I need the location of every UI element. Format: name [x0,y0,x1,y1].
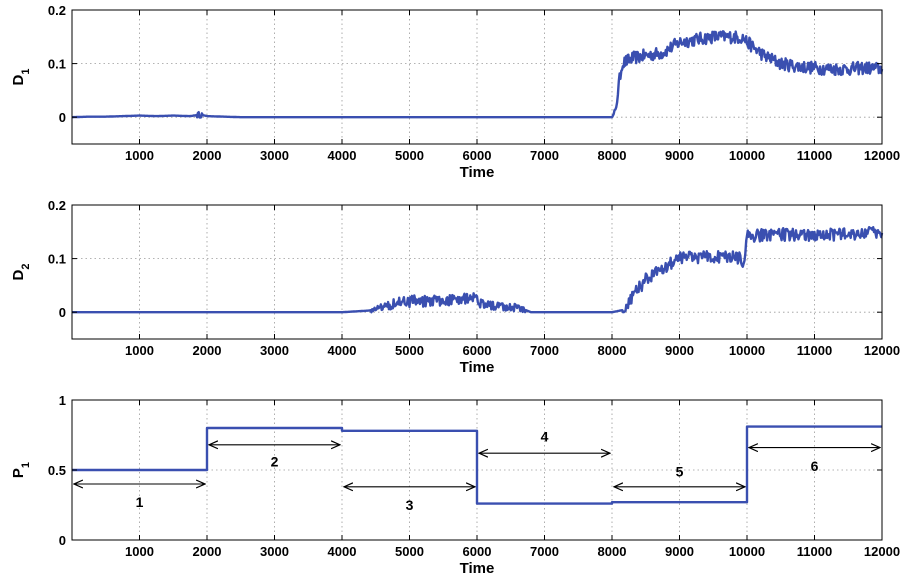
x-tick-label: 9000 [665,544,694,559]
x-tick-label: 5000 [395,343,424,358]
x-axis-label: Time [460,164,495,181]
x-tick-label: 4000 [328,148,357,163]
y-axis-label-subscript: 1 [20,69,32,75]
x-tick-label: 1000 [125,148,154,163]
segment-label: 3 [406,497,414,513]
y-axis-label: D1 [10,69,32,86]
x-tick-label: 1000 [125,544,154,559]
x-tick-label: 4000 [328,343,357,358]
x-tick-label: 10000 [729,544,765,559]
x-tick-label: 10000 [729,343,765,358]
x-tick-label: 8000 [598,544,627,559]
y-tick-label: 1 [59,393,66,408]
series-line [72,425,882,505]
segment-label: 5 [676,463,684,479]
x-tick-label: 6000 [463,544,492,559]
segment-label: 4 [541,428,549,444]
x-tick-label: 11000 [797,343,832,358]
x-tick-label: 6000 [463,343,492,358]
x-tick-label: 9000 [665,148,694,163]
segment-label: 1 [136,494,144,510]
chart-panel-2: 1000 2000 3000 4000 5000 6000 7000 8000 9000 1000… [10,198,900,376]
x-axis-label: Time [460,560,495,577]
x-tick-label: 12000 [864,343,900,358]
x-tick-label: 8000 [598,343,627,358]
x-tick-label: 3000 [260,148,289,163]
series-line [71,225,884,314]
chart-panel-3: 1000 2000 3000 4000 5000 6000 7000 8000 9000 1000… [10,393,900,577]
segment-label: 6 [811,458,819,474]
y-axis-label: D2 [10,264,32,281]
x-tick-label: 2000 [193,343,222,358]
x-tick-label: 5000 [395,544,424,559]
y-tick-label: 0 [59,110,66,125]
x-tick-label: 12000 [864,544,900,559]
x-axis-label: Time [460,359,495,376]
x-tick-label: 7000 [530,343,559,358]
x-tick-label: 3000 [260,343,289,358]
y-tick-label: 0.1 [48,252,66,267]
x-tick-label: 11000 [797,544,832,559]
x-tick-label: 1000 [125,343,154,358]
y-axis-label-subscript: 1 [20,462,32,468]
y-tick-label: 0.2 [48,198,66,213]
series-line [71,30,884,119]
chart-panel-1: 1000 2000 3000 4000 5000 6000 7000 8000 9000 1000… [10,3,900,181]
x-tick-label: 11000 [797,148,832,163]
x-tick-label: 12000 [864,148,900,163]
x-tick-label: 8000 [598,148,627,163]
x-tick-label: 7000 [530,148,559,163]
y-axis-label: P1 [10,462,32,478]
x-tick-label: 9000 [665,343,694,358]
x-tick-label: 4000 [328,544,357,559]
y-tick-label: 0.2 [48,3,66,18]
y-tick-label: 0 [59,305,66,320]
x-tick-label: 5000 [395,148,424,163]
x-tick-label: 2000 [193,544,222,559]
y-tick-label: 0 [59,533,66,548]
y-axis-label-subscript: 2 [20,264,32,270]
segment-label: 2 [271,454,279,470]
x-tick-label: 3000 [260,544,289,559]
x-tick-label: 7000 [530,544,559,559]
y-tick-label: 0.5 [48,463,66,478]
x-tick-label: 10000 [729,148,765,163]
y-tick-label: 0.1 [48,57,66,72]
x-tick-label: 2000 [193,148,222,163]
x-tick-label: 6000 [463,148,492,163]
